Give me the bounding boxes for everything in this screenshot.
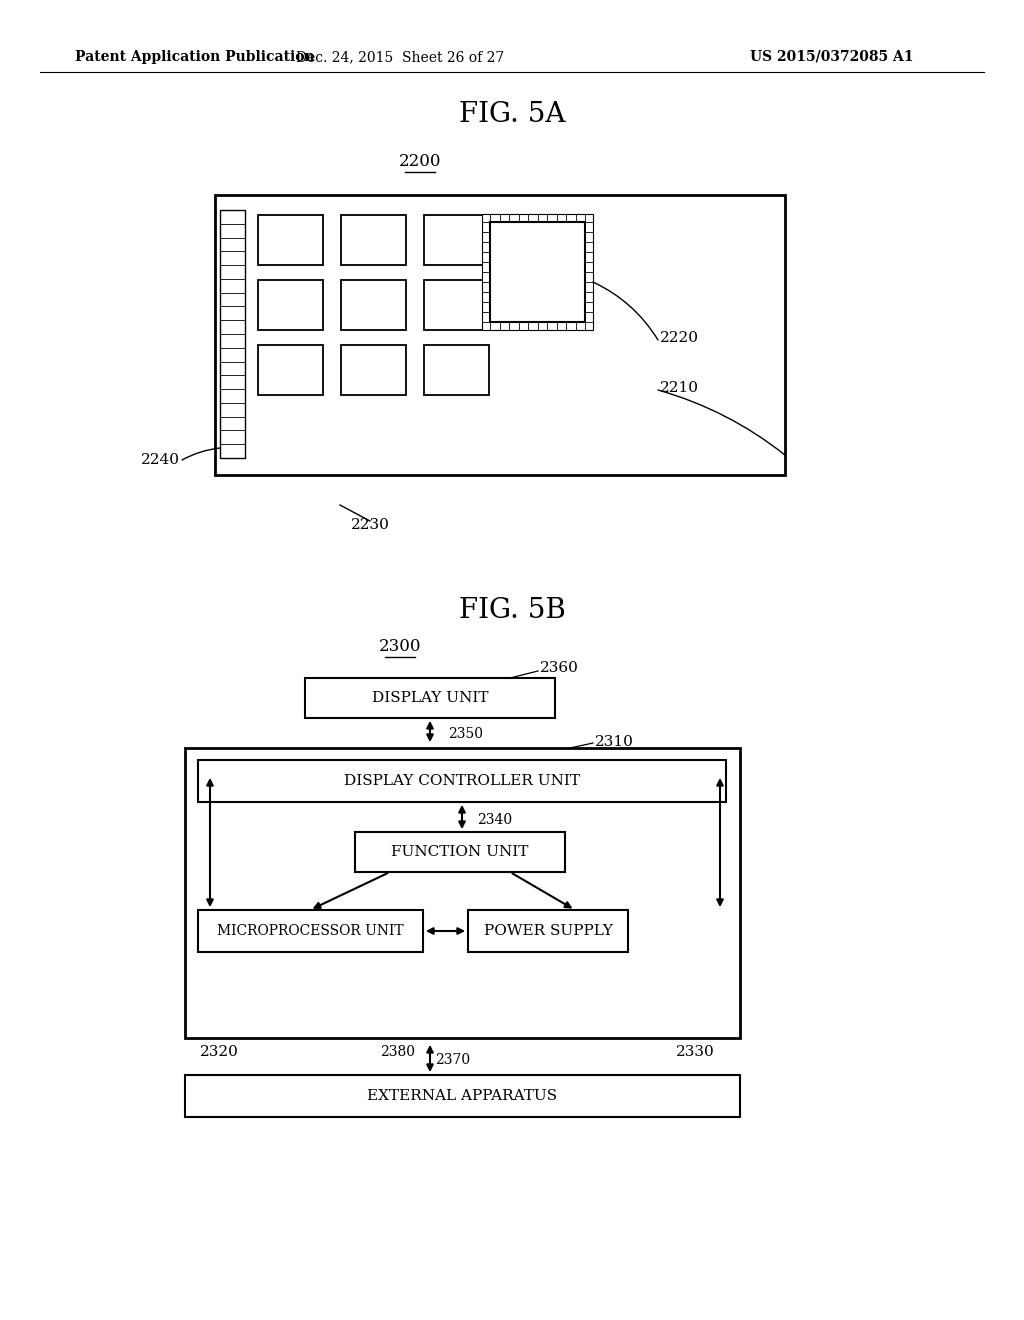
Text: DISPLAY UNIT: DISPLAY UNIT	[372, 690, 488, 705]
Text: 2340: 2340	[477, 813, 512, 828]
Text: Patent Application Publication: Patent Application Publication	[75, 50, 314, 63]
Bar	[482, 214, 593, 330]
Text: POWER SUPPLY: POWER SUPPLY	[483, 924, 612, 939]
Text: 2240: 2240	[141, 453, 180, 467]
Text: 2210: 2210	[660, 381, 699, 395]
Text: 2300: 2300	[379, 638, 421, 655]
Text: 2230: 2230	[350, 517, 389, 532]
Text: 2330: 2330	[676, 1045, 715, 1059]
Bar	[341, 345, 406, 395]
Text: 2380: 2380	[380, 1045, 415, 1059]
Bar	[341, 215, 406, 265]
Text: 2200: 2200	[398, 153, 441, 170]
Bar	[468, 909, 628, 952]
Bar	[490, 222, 585, 322]
Bar	[424, 280, 489, 330]
Text: 2220: 2220	[660, 331, 699, 345]
Text: 2360: 2360	[540, 661, 579, 675]
Bar	[258, 215, 323, 265]
Bar	[185, 1074, 740, 1117]
Text: 2370: 2370	[435, 1053, 470, 1067]
Bar	[424, 215, 489, 265]
Bar	[355, 832, 565, 873]
Text: 2310: 2310	[595, 735, 634, 748]
Text: FUNCTION UNIT: FUNCTION UNIT	[391, 845, 528, 859]
Bar	[198, 909, 423, 952]
Bar	[220, 210, 245, 458]
Bar	[305, 678, 555, 718]
Text: 2350: 2350	[449, 727, 483, 741]
Bar	[258, 280, 323, 330]
Bar	[198, 760, 726, 803]
Text: Dec. 24, 2015  Sheet 26 of 27: Dec. 24, 2015 Sheet 26 of 27	[296, 50, 504, 63]
Text: EXTERNAL APPARATUS: EXTERNAL APPARATUS	[368, 1089, 557, 1104]
Bar	[215, 195, 785, 475]
Text: DISPLAY CONTROLLER UNIT: DISPLAY CONTROLLER UNIT	[344, 774, 580, 788]
Text: MICROPROCESSOR UNIT: MICROPROCESSOR UNIT	[217, 924, 403, 939]
Text: FIG. 5B: FIG. 5B	[459, 597, 565, 623]
Text: 2320: 2320	[200, 1045, 239, 1059]
Bar	[258, 345, 323, 395]
Bar	[185, 748, 740, 1038]
Bar	[341, 280, 406, 330]
Text: FIG. 5A: FIG. 5A	[459, 102, 565, 128]
Text: US 2015/0372085 A1: US 2015/0372085 A1	[750, 50, 913, 63]
Bar	[424, 345, 489, 395]
